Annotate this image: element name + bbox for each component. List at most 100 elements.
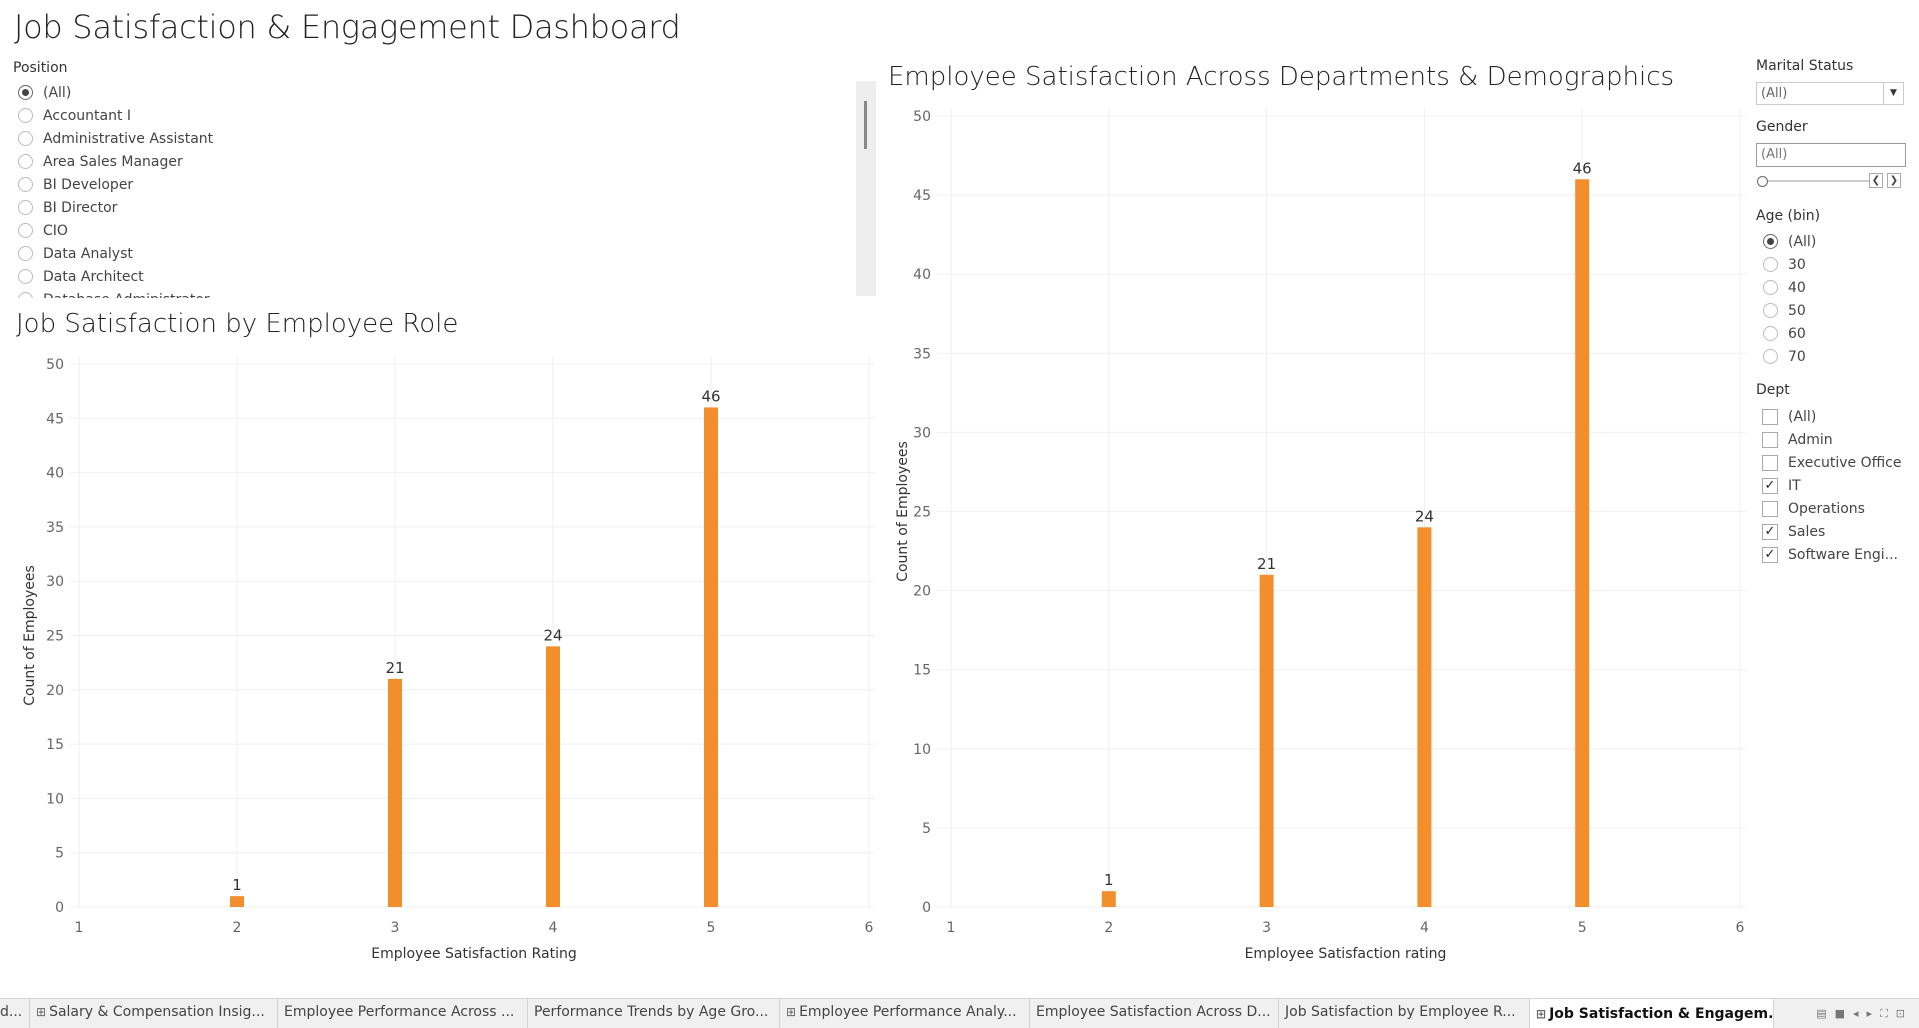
age-bin-title: Age (bin): [1756, 208, 1821, 224]
dept-option[interactable]: ✓ IT: [1762, 474, 1901, 497]
checkbox[interactable]: [1762, 408, 1778, 425]
radio-button[interactable]: [18, 154, 33, 169]
position-filter: Position (All) Accountant I Administrative…: [0, 58, 876, 298]
bar[interactable]: [546, 646, 560, 907]
position-option[interactable]: BI Developer: [18, 173, 213, 196]
position-option[interactable]: Database Administrator: [18, 288, 213, 298]
y-tick-label: 30: [46, 574, 64, 590]
bar-data-label: 21: [1257, 555, 1276, 573]
checked-checkbox-icon[interactable]: ✓: [1762, 523, 1778, 540]
sheet-tab[interactable]: Employee Performance Across ...: [278, 999, 528, 1028]
sheet-tab[interactable]: Job Satisfaction by Employee R...: [1279, 999, 1530, 1028]
radio-button[interactable]: [1763, 234, 1778, 249]
radio-button[interactable]: [1763, 257, 1778, 272]
position-option[interactable]: BI Director: [18, 196, 213, 219]
position-option[interactable]: Data Analyst: [18, 242, 213, 265]
bar[interactable]: [230, 896, 244, 907]
radio-button[interactable]: [1763, 280, 1778, 295]
bar[interactable]: [1101, 891, 1116, 907]
position-option-label: Data Analyst: [43, 245, 133, 262]
y-tick-label: 20: [913, 584, 931, 600]
radio-button[interactable]: [18, 223, 33, 238]
age-bin-option[interactable]: 60: [1763, 322, 1816, 345]
gender-slider-handle[interactable]: [1757, 176, 1768, 187]
position-option-label: BI Developer: [43, 176, 134, 193]
y-tick-label: 50: [46, 357, 64, 373]
chart-title-role: Job Satisfaction by Employee Role: [16, 309, 459, 339]
age-bin-option[interactable]: 70: [1763, 345, 1816, 368]
tab-navigation-icons[interactable]: ▤■◂▸⛶⊡: [1816, 1007, 1913, 1020]
dept-option[interactable]: ✓ Software Engi...: [1762, 543, 1901, 566]
age-bin-option-label: 40: [1788, 279, 1806, 296]
chevron-left-icon[interactable]: ❮: [1869, 173, 1883, 188]
position-scrollbar[interactable]: [856, 81, 876, 296]
radio-button[interactable]: [18, 200, 33, 215]
sheet-tab[interactable]: ⊞ Employee Performance Analy...: [780, 999, 1030, 1028]
x-tick-label: 4: [549, 920, 558, 936]
position-option[interactable]: (All): [18, 81, 213, 104]
bar[interactable]: [1575, 179, 1590, 907]
age-bin-option[interactable]: 30: [1763, 253, 1816, 276]
dept-option[interactable]: (All): [1762, 405, 1901, 428]
checkbox[interactable]: [1762, 454, 1778, 471]
position-option[interactable]: Area Sales Manager: [18, 150, 213, 173]
sheet-tab[interactable]: Performance Trends by Age Gro...: [528, 999, 780, 1028]
sheet-tab-label: Job Satisfaction & Engagem...: [1549, 1006, 1774, 1022]
age-bin-option[interactable]: 50: [1763, 299, 1816, 322]
radio-button[interactable]: [18, 85, 33, 100]
position-option[interactable]: Administrative Assistant: [18, 127, 213, 150]
y-tick-label: 15: [913, 663, 931, 679]
chevron-right-icon[interactable]: ❯: [1887, 173, 1901, 188]
bar[interactable]: [704, 407, 718, 907]
checked-checkbox-icon[interactable]: ✓: [1762, 477, 1778, 494]
position-option[interactable]: Data Architect: [18, 265, 213, 288]
sheet-tab[interactable]: ⊞ Job Satisfaction & Engagem...: [1530, 999, 1774, 1028]
x-tick-label: 3: [391, 920, 400, 936]
bar-data-label: 46: [701, 387, 720, 405]
dept-option[interactable]: Operations: [1762, 497, 1901, 520]
position-option[interactable]: Accountant I: [18, 104, 213, 127]
bar[interactable]: [1259, 574, 1274, 907]
age-bin-option-label: 70: [1788, 348, 1806, 365]
marital-status-dropdown[interactable]: (All) ▼: [1756, 82, 1904, 105]
sheet-tab[interactable]: Employee Satisfaction Across D...: [1030, 999, 1279, 1028]
dept-option[interactable]: Executive Office: [1762, 451, 1901, 474]
sheet-tab-label: Performance Trends by Age Gro...: [534, 1004, 769, 1020]
y-tick-label: 35: [46, 520, 64, 536]
dept-title: Dept: [1756, 382, 1790, 398]
radio-button[interactable]: [18, 269, 33, 284]
y-tick-label: 40: [913, 267, 931, 283]
sheet-tab[interactable]: d...: [0, 999, 30, 1028]
checkbox[interactable]: [1762, 431, 1778, 448]
radio-button[interactable]: [18, 108, 33, 123]
checkbox[interactable]: [1762, 500, 1778, 517]
dept-option[interactable]: ✓ Sales: [1762, 520, 1901, 543]
radio-button[interactable]: [1763, 326, 1778, 341]
age-bin-option[interactable]: 40: [1763, 276, 1816, 299]
radio-button[interactable]: [18, 292, 33, 298]
bar[interactable]: [1417, 527, 1432, 907]
position-option-label: Data Architect: [43, 268, 144, 285]
dashboard-title: Job Satisfaction & Engagement Dashboard: [14, 8, 681, 46]
radio-button[interactable]: [18, 177, 33, 192]
radio-button[interactable]: [1763, 349, 1778, 364]
position-scroll-thumb[interactable]: [864, 101, 867, 149]
radio-button[interactable]: [18, 131, 33, 146]
radio-button[interactable]: [1763, 303, 1778, 318]
dashboard-grid-icon: ⊞: [786, 1005, 797, 1019]
gender-slider-track[interactable]: [1762, 180, 1870, 182]
bar[interactable]: [388, 678, 402, 907]
y-tick-label: 20: [46, 683, 64, 699]
age-bin-option[interactable]: (All): [1763, 230, 1816, 253]
checked-checkbox-icon[interactable]: ✓: [1762, 546, 1778, 563]
gender-field[interactable]: (All): [1756, 143, 1906, 167]
chevron-down-icon[interactable]: ▼: [1883, 83, 1903, 104]
sheet-tab[interactable]: ⊞ Salary & Compensation Insig...: [30, 999, 278, 1028]
position-option[interactable]: CIO: [18, 219, 213, 242]
dept-option[interactable]: Admin: [1762, 428, 1901, 451]
y-axis-title: Count of Employees: [22, 565, 38, 706]
x-tick-label: 4: [1420, 920, 1429, 936]
radio-button[interactable]: [18, 246, 33, 261]
x-tick-label: 2: [233, 920, 242, 936]
y-tick-label: 40: [46, 466, 64, 482]
